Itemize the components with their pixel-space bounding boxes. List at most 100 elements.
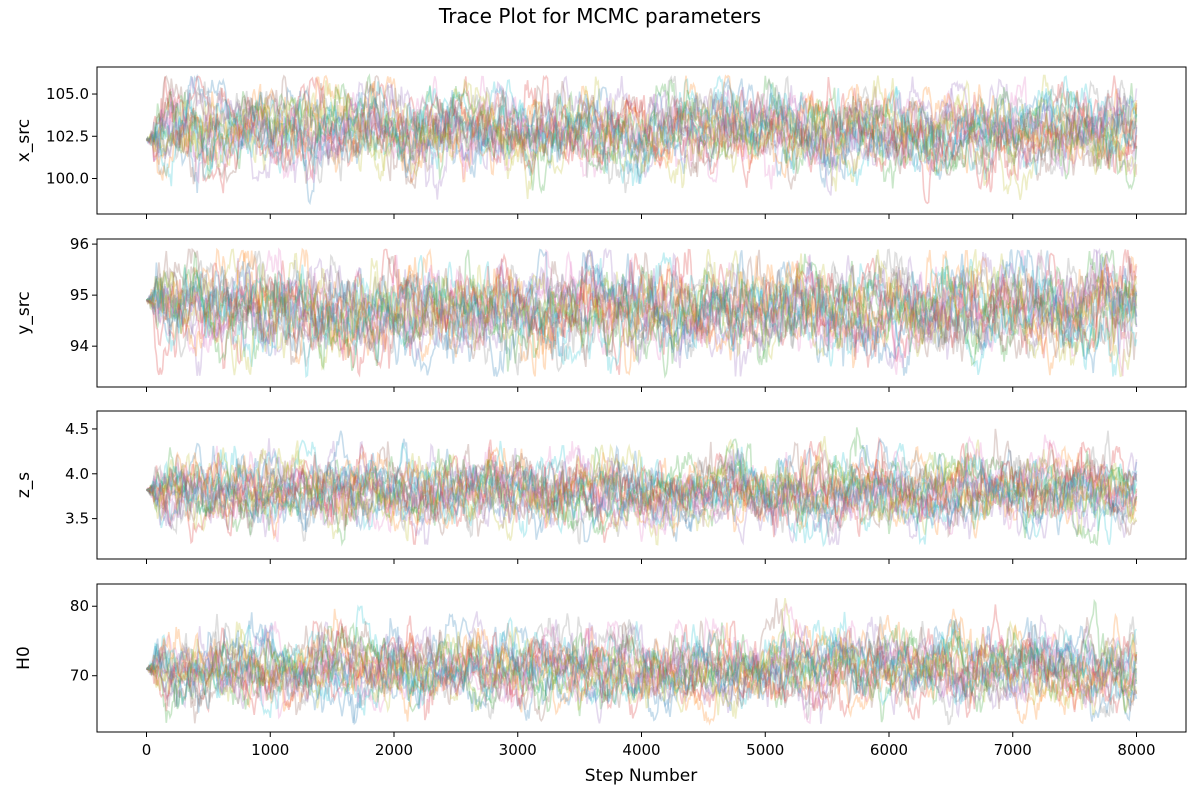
- walker-trace-19: [146, 440, 1138, 546]
- walker-trace-5: [146, 611, 1138, 724]
- walker-trace-5: [146, 248, 1138, 377]
- walker-trace-13: [146, 82, 1138, 191]
- y-tick-label: 95: [70, 286, 89, 304]
- walker-trace-3: [146, 427, 1138, 535]
- y-tick-label: 102.5: [46, 127, 89, 145]
- walker-trace-16: [146, 74, 1138, 190]
- walker-trace-6: [146, 250, 1138, 365]
- walker-trace-13: [146, 249, 1138, 379]
- walker-trace-17: [145, 616, 1138, 725]
- walker-trace-4: [146, 74, 1138, 205]
- panels: 100.0 102.5 105.0 x_src 94 95 96 y_src 3.5 4.0 4.5…: [14, 66, 1187, 759]
- walker-trace-14: [146, 248, 1138, 376]
- walker-trace-16: [146, 247, 1138, 368]
- x-axis-label: Step Number: [585, 766, 697, 786]
- y-axis-label: y_src: [14, 291, 34, 334]
- walker-trace-7: [146, 75, 1138, 190]
- x-tick-label: 5000: [746, 741, 784, 759]
- walker-trace-18: [146, 430, 1138, 545]
- walker-trace-12: [145, 248, 1138, 377]
- walker-trace-10: [146, 439, 1138, 548]
- walker-trace-5: [146, 75, 1138, 200]
- walker-trace-6: [146, 75, 1138, 189]
- walker-trace-14: [145, 75, 1138, 190]
- y-tick-label: 80: [70, 597, 89, 615]
- walker-trace-3: [146, 620, 1138, 717]
- walker-trace-19: [146, 249, 1138, 376]
- y-axis-label: H0: [14, 646, 34, 670]
- walker-trace-16: [146, 598, 1138, 716]
- walker-trace-18: [146, 75, 1138, 184]
- walker-trace-15: [146, 438, 1138, 546]
- walker-trace-18: [146, 613, 1138, 726]
- walker-trace-4: [146, 436, 1138, 545]
- walker-trace-17: [146, 247, 1138, 377]
- walker-trace-2: [146, 247, 1138, 376]
- walker-trace-1: [146, 438, 1138, 542]
- x-tick-label: 3000: [499, 741, 537, 759]
- walker-trace-15: [145, 616, 1138, 724]
- walker-trace-10: [146, 78, 1138, 187]
- walker-trace-7: [146, 603, 1138, 720]
- y-tick-label: 96: [70, 235, 89, 253]
- y-tick-label: 94: [70, 337, 89, 355]
- panel-z_s: 3.5 4.0 4.5 z_s: [14, 410, 1187, 564]
- y-tick-label: 3.5: [65, 510, 89, 528]
- walker-trace-2: [146, 608, 1138, 718]
- walker-trace-9: [145, 436, 1138, 542]
- x-tick-label: 4000: [622, 741, 660, 759]
- walker-trace-8: [145, 613, 1138, 720]
- x-tick-label: 8000: [1117, 741, 1155, 759]
- traces-H0: [145, 597, 1138, 726]
- panel-x_src: 100.0 102.5 105.0 x_src: [14, 66, 1187, 219]
- walker-trace-1: [145, 78, 1138, 206]
- walker-trace-14: [146, 604, 1138, 721]
- x-tick-label: 7000: [994, 741, 1032, 759]
- walker-trace-17: [146, 76, 1138, 180]
- walker-trace-11: [145, 73, 1138, 178]
- walker-trace-8: [145, 450, 1138, 542]
- walker-trace-11: [145, 248, 1138, 376]
- walker-trace-20: [145, 75, 1138, 187]
- walker-trace-20: [146, 440, 1138, 544]
- walker-trace-5: [146, 440, 1138, 545]
- walker-trace-3: [146, 73, 1138, 195]
- walker-trace-9: [146, 248, 1138, 378]
- x-tick-label: 2000: [375, 741, 413, 759]
- walker-trace-13: [146, 598, 1138, 723]
- walker-trace-18: [145, 249, 1138, 376]
- walker-trace-4: [145, 248, 1138, 378]
- walker-trace-15: [146, 247, 1138, 366]
- walker-trace-12: [146, 74, 1138, 184]
- walker-trace-7: [145, 434, 1138, 543]
- y-tick-label: 4.5: [65, 420, 89, 438]
- walker-trace-8: [146, 74, 1138, 194]
- x-tick-label: 0: [142, 741, 152, 759]
- walker-trace-2: [145, 74, 1138, 176]
- panel-y_src: 94 95 96 y_src: [14, 235, 1187, 392]
- walker-trace-7: [146, 248, 1138, 361]
- walker-trace-11: [146, 617, 1138, 726]
- y-tick-label: 100.0: [46, 170, 89, 188]
- walker-trace-15: [146, 76, 1138, 196]
- chart-title: Trace Plot for MCMC parameters: [438, 4, 761, 28]
- walker-trace-10: [146, 604, 1138, 703]
- traces-y_src: [145, 247, 1138, 379]
- walker-trace-10: [145, 258, 1138, 378]
- x-tick-label: 1000: [251, 741, 289, 759]
- walker-trace-13: [146, 438, 1138, 547]
- walker-trace-14: [146, 439, 1138, 546]
- walker-trace-1: [146, 249, 1138, 377]
- walker-trace-9: [145, 74, 1138, 195]
- walker-trace-3: [146, 249, 1138, 371]
- panel-H0: 70 80 0 1000 2000 3000 4000 5000 6000 7000 8000 H0: [14, 583, 1187, 759]
- walker-trace-2: [145, 444, 1138, 532]
- traces-x_src: [145, 73, 1138, 206]
- walker-trace-20: [145, 252, 1138, 377]
- walker-trace-19: [146, 75, 1138, 200]
- walker-trace-16: [146, 428, 1137, 537]
- x-tick-label: 6000: [870, 741, 908, 759]
- walker-trace-11: [145, 430, 1138, 543]
- y-axis-label: z_s: [14, 472, 34, 498]
- y-tick-label: 4.0: [65, 465, 89, 483]
